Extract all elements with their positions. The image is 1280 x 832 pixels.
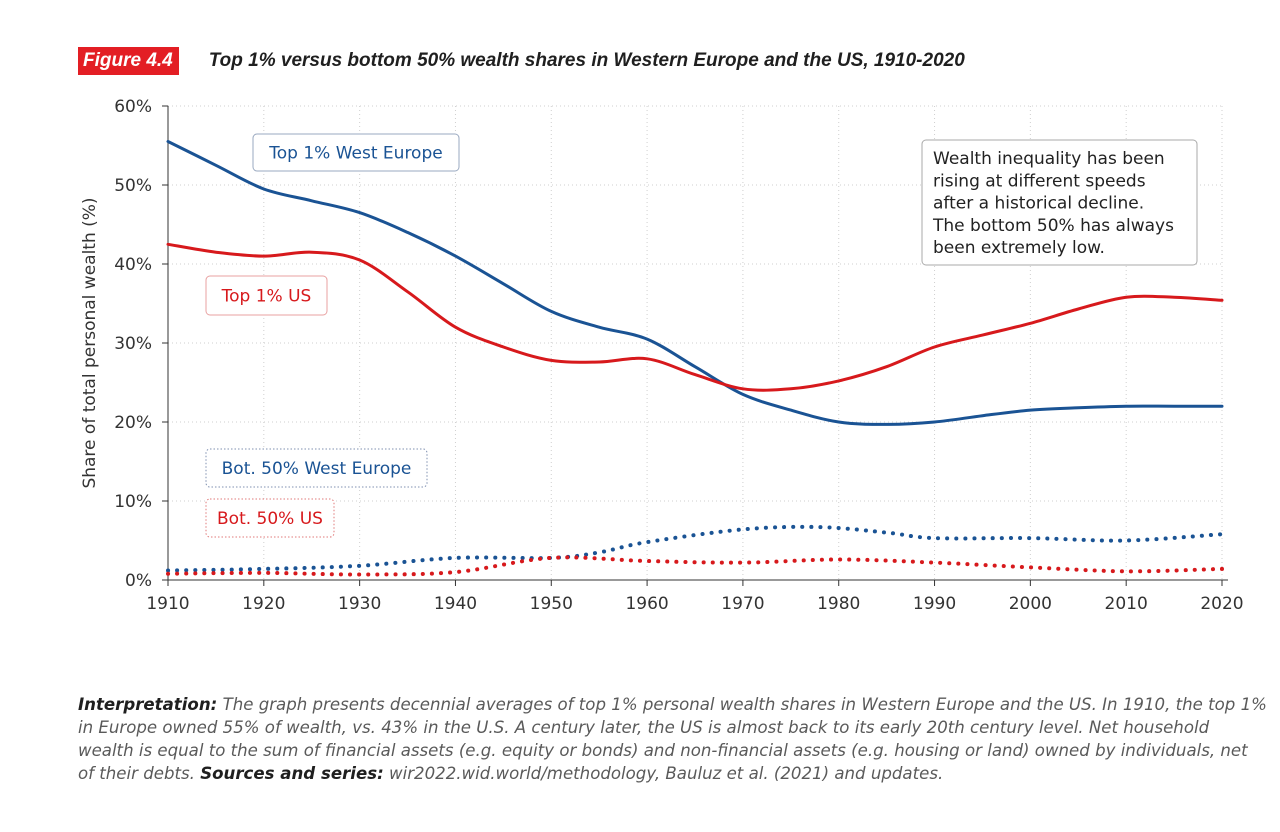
interpretation-text: The graph presents decennial averages of… xyxy=(78,695,1267,783)
series-line-top1-us xyxy=(166,242,1224,392)
legend-label-top1-west-europe: Top 1% West Europe xyxy=(268,144,442,164)
x-tick-label: 2010 xyxy=(1105,594,1148,614)
x-tick-label: 1910 xyxy=(146,594,189,614)
series-line-bot50-west-europe xyxy=(166,524,1224,573)
interpretation-label: Interpretation: xyxy=(78,695,218,714)
legend-label-top1-us-box xyxy=(205,275,328,316)
wealth-share-chart: 0% 10% 20% 30% 40% 50% 60% 1910 1920 1930 1940 1950… xyxy=(80,97,1244,614)
annotation-line: been extremely low. xyxy=(933,238,1105,258)
y-tick-label: 10% xyxy=(114,492,152,512)
x-tick-label: 1990 xyxy=(913,594,956,614)
annotation-line: rising at different speeds xyxy=(933,171,1146,191)
y-tick-label: 50% xyxy=(114,176,152,196)
legend-label-bot50-west-europe-box xyxy=(205,448,428,488)
legend-label-bot50-us-box xyxy=(205,498,335,538)
legend-label-bot50-west-europe: Bot. 50% West Europe xyxy=(222,459,412,479)
series-line-bot50-us xyxy=(166,555,1224,577)
x-tick-label: 1950 xyxy=(530,594,573,614)
annotation-line: Wealth inequality has been xyxy=(933,149,1165,169)
x-tick-label: 1980 xyxy=(817,594,860,614)
x-tick-label: 1960 xyxy=(625,594,668,614)
y-axis-title: Share of total personal wealth (%) xyxy=(80,197,100,488)
annotation-box xyxy=(921,139,1198,266)
series-line-top1-west-europe xyxy=(166,140,1224,426)
x-tick-label: 1970 xyxy=(721,594,764,614)
x-tick-label: 2020 xyxy=(1200,594,1243,614)
sources-label: Sources and series: xyxy=(200,764,384,783)
y-tick-label: 40% xyxy=(114,255,152,275)
x-tick-label: 1920 xyxy=(242,594,285,614)
legend-label-top1-us: Top 1% US xyxy=(221,287,312,307)
legend-label-top1-west-europe-box xyxy=(252,133,460,172)
figure-header: Figure 4.4 Top 1% versus bottom 50% weal… xyxy=(78,46,965,76)
y-tick-label: 0% xyxy=(125,571,152,591)
sources-text: wir2022.wid.world/methodology, Bauluz et… xyxy=(389,764,944,783)
y-tick-label: 30% xyxy=(114,334,152,354)
x-tick-label: 1940 xyxy=(434,594,477,614)
figure-badge: Figure 4.4 xyxy=(78,47,179,75)
y-tick-label: 60% xyxy=(114,97,152,117)
interpretation-note: Interpretation: The graph presents decen… xyxy=(78,693,1268,785)
x-tick-label: 1930 xyxy=(338,594,381,614)
legend-label-bot50-us: Bot. 50% US xyxy=(217,509,323,529)
x-tick-label: 2000 xyxy=(1009,594,1052,614)
annotation-line: after a historical decline. xyxy=(933,194,1144,214)
annotation-line: The bottom 50% has always xyxy=(932,216,1174,236)
figure-title: Top 1% versus bottom 50% wealth shares i… xyxy=(208,50,965,71)
y-tick-label: 20% xyxy=(114,413,152,433)
